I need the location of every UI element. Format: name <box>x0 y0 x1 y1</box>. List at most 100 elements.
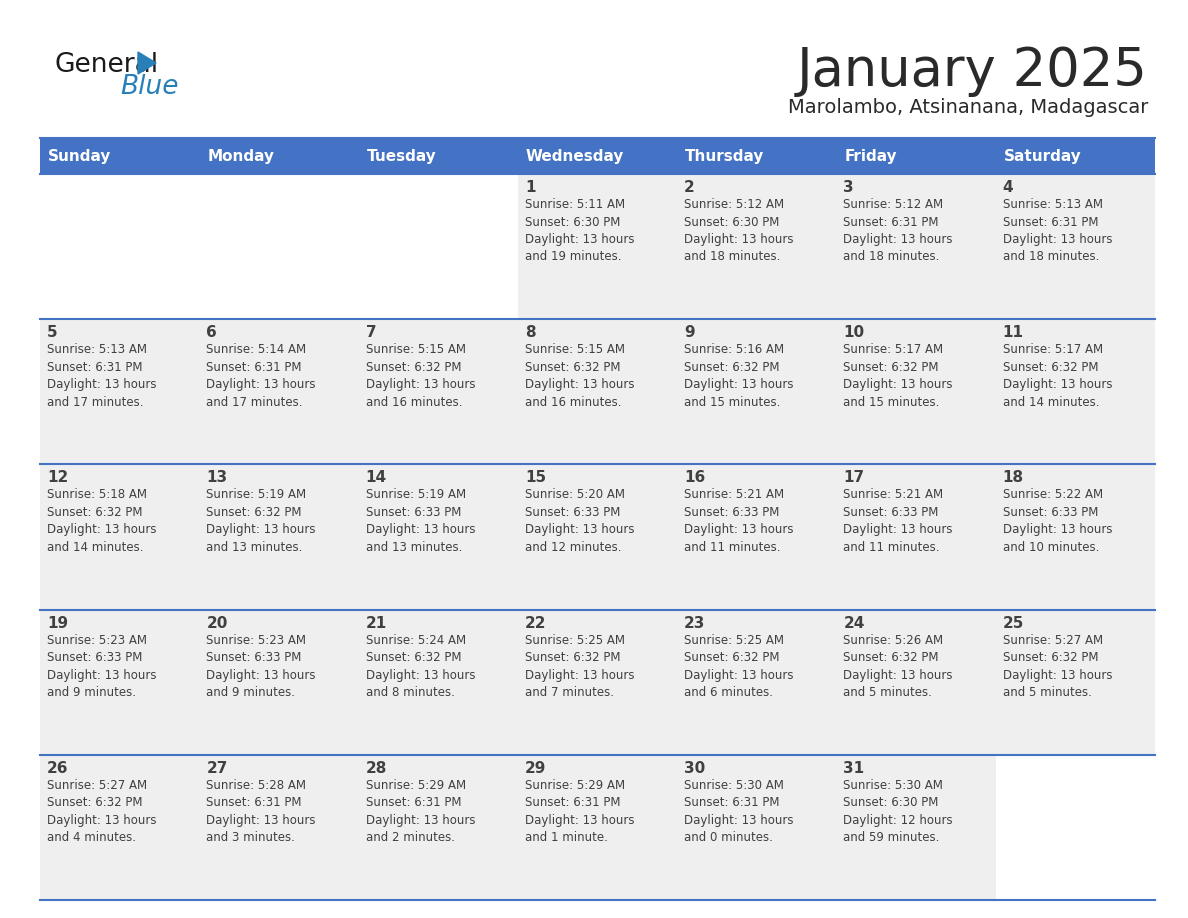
Text: 22: 22 <box>525 616 546 631</box>
Text: Sunrise: 5:30 AM
Sunset: 6:30 PM
Daylight: 12 hours
and 59 minutes.: Sunrise: 5:30 AM Sunset: 6:30 PM Dayligh… <box>843 778 953 845</box>
Bar <box>200 138 359 174</box>
Bar <box>200 755 359 900</box>
Text: January 2025: January 2025 <box>797 45 1148 97</box>
Text: Sunrise: 5:25 AM
Sunset: 6:32 PM
Daylight: 13 hours
and 7 minutes.: Sunrise: 5:25 AM Sunset: 6:32 PM Dayligh… <box>525 633 634 700</box>
Bar <box>677 465 836 610</box>
Bar <box>836 755 996 900</box>
Bar <box>836 610 996 755</box>
Text: 1: 1 <box>525 180 536 195</box>
Text: Sunday: Sunday <box>48 149 112 163</box>
Text: Sunrise: 5:14 AM
Sunset: 6:31 PM
Daylight: 13 hours
and 17 minutes.: Sunrise: 5:14 AM Sunset: 6:31 PM Dayligh… <box>207 343 316 409</box>
Bar <box>518 174 677 319</box>
Bar <box>200 465 359 610</box>
Bar <box>996 755 1155 900</box>
Text: Marolambo, Atsinanana, Madagascar: Marolambo, Atsinanana, Madagascar <box>788 98 1148 117</box>
Text: 2: 2 <box>684 180 695 195</box>
Text: Sunrise: 5:11 AM
Sunset: 6:30 PM
Daylight: 13 hours
and 19 minutes.: Sunrise: 5:11 AM Sunset: 6:30 PM Dayligh… <box>525 198 634 263</box>
Bar <box>836 174 996 319</box>
Text: Blue: Blue <box>120 74 178 100</box>
Text: Sunrise: 5:12 AM
Sunset: 6:30 PM
Daylight: 13 hours
and 18 minutes.: Sunrise: 5:12 AM Sunset: 6:30 PM Dayligh… <box>684 198 794 263</box>
Text: Sunrise: 5:30 AM
Sunset: 6:31 PM
Daylight: 13 hours
and 0 minutes.: Sunrise: 5:30 AM Sunset: 6:31 PM Dayligh… <box>684 778 794 845</box>
Text: Sunrise: 5:13 AM
Sunset: 6:31 PM
Daylight: 13 hours
and 17 minutes.: Sunrise: 5:13 AM Sunset: 6:31 PM Dayligh… <box>48 343 157 409</box>
Polygon shape <box>138 52 156 74</box>
Bar <box>518 138 677 174</box>
Text: 13: 13 <box>207 470 227 486</box>
Bar <box>996 610 1155 755</box>
Bar <box>359 465 518 610</box>
Bar <box>359 610 518 755</box>
Bar <box>40 138 200 174</box>
Text: Sunrise: 5:27 AM
Sunset: 6:32 PM
Daylight: 13 hours
and 5 minutes.: Sunrise: 5:27 AM Sunset: 6:32 PM Dayligh… <box>1003 633 1112 700</box>
Bar <box>359 174 518 319</box>
Text: Sunrise: 5:27 AM
Sunset: 6:32 PM
Daylight: 13 hours
and 4 minutes.: Sunrise: 5:27 AM Sunset: 6:32 PM Dayligh… <box>48 778 157 845</box>
Bar <box>518 465 677 610</box>
Bar <box>359 138 518 174</box>
Text: Sunrise: 5:19 AM
Sunset: 6:32 PM
Daylight: 13 hours
and 13 minutes.: Sunrise: 5:19 AM Sunset: 6:32 PM Dayligh… <box>207 488 316 554</box>
Text: 6: 6 <box>207 325 217 341</box>
Bar <box>677 174 836 319</box>
Bar <box>200 610 359 755</box>
Bar <box>996 319 1155 465</box>
Text: Sunrise: 5:26 AM
Sunset: 6:32 PM
Daylight: 13 hours
and 5 minutes.: Sunrise: 5:26 AM Sunset: 6:32 PM Dayligh… <box>843 633 953 700</box>
Text: Sunrise: 5:18 AM
Sunset: 6:32 PM
Daylight: 13 hours
and 14 minutes.: Sunrise: 5:18 AM Sunset: 6:32 PM Dayligh… <box>48 488 157 554</box>
Bar <box>40 319 200 465</box>
Bar <box>677 138 836 174</box>
Text: Sunrise: 5:23 AM
Sunset: 6:33 PM
Daylight: 13 hours
and 9 minutes.: Sunrise: 5:23 AM Sunset: 6:33 PM Dayligh… <box>48 633 157 700</box>
Text: 3: 3 <box>843 180 854 195</box>
Bar <box>359 319 518 465</box>
Text: 8: 8 <box>525 325 536 341</box>
Text: 17: 17 <box>843 470 865 486</box>
Bar <box>40 174 200 319</box>
Text: 26: 26 <box>48 761 69 776</box>
Bar <box>996 465 1155 610</box>
Text: Wednesday: Wednesday <box>526 149 624 163</box>
Bar <box>518 319 677 465</box>
Bar <box>677 319 836 465</box>
Text: Sunrise: 5:20 AM
Sunset: 6:33 PM
Daylight: 13 hours
and 12 minutes.: Sunrise: 5:20 AM Sunset: 6:33 PM Dayligh… <box>525 488 634 554</box>
Text: Tuesday: Tuesday <box>367 149 436 163</box>
Text: 19: 19 <box>48 616 68 631</box>
Text: 27: 27 <box>207 761 228 776</box>
Bar <box>40 610 200 755</box>
Text: 11: 11 <box>1003 325 1024 341</box>
Bar <box>40 465 200 610</box>
Bar <box>359 755 518 900</box>
Text: 25: 25 <box>1003 616 1024 631</box>
Text: 7: 7 <box>366 325 377 341</box>
Text: Sunrise: 5:28 AM
Sunset: 6:31 PM
Daylight: 13 hours
and 3 minutes.: Sunrise: 5:28 AM Sunset: 6:31 PM Dayligh… <box>207 778 316 845</box>
Text: Saturday: Saturday <box>1004 149 1081 163</box>
Bar <box>836 319 996 465</box>
Text: Monday: Monday <box>207 149 274 163</box>
Text: 23: 23 <box>684 616 706 631</box>
Text: 16: 16 <box>684 470 706 486</box>
Text: Sunrise: 5:21 AM
Sunset: 6:33 PM
Daylight: 13 hours
and 11 minutes.: Sunrise: 5:21 AM Sunset: 6:33 PM Dayligh… <box>843 488 953 554</box>
Text: 18: 18 <box>1003 470 1024 486</box>
Bar <box>200 319 359 465</box>
Bar <box>996 138 1155 174</box>
Text: 4: 4 <box>1003 180 1013 195</box>
Bar <box>996 174 1155 319</box>
Bar <box>836 465 996 610</box>
Text: 30: 30 <box>684 761 706 776</box>
Text: Sunrise: 5:17 AM
Sunset: 6:32 PM
Daylight: 13 hours
and 15 minutes.: Sunrise: 5:17 AM Sunset: 6:32 PM Dayligh… <box>843 343 953 409</box>
Bar <box>677 755 836 900</box>
Text: 5: 5 <box>48 325 58 341</box>
Text: Sunrise: 5:12 AM
Sunset: 6:31 PM
Daylight: 13 hours
and 18 minutes.: Sunrise: 5:12 AM Sunset: 6:31 PM Dayligh… <box>843 198 953 263</box>
Bar <box>836 138 996 174</box>
Text: Sunrise: 5:24 AM
Sunset: 6:32 PM
Daylight: 13 hours
and 8 minutes.: Sunrise: 5:24 AM Sunset: 6:32 PM Dayligh… <box>366 633 475 700</box>
Text: Sunrise: 5:25 AM
Sunset: 6:32 PM
Daylight: 13 hours
and 6 minutes.: Sunrise: 5:25 AM Sunset: 6:32 PM Dayligh… <box>684 633 794 700</box>
Bar <box>518 610 677 755</box>
Text: Sunrise: 5:15 AM
Sunset: 6:32 PM
Daylight: 13 hours
and 16 minutes.: Sunrise: 5:15 AM Sunset: 6:32 PM Dayligh… <box>525 343 634 409</box>
Bar <box>518 755 677 900</box>
Bar <box>200 174 359 319</box>
Text: Sunrise: 5:17 AM
Sunset: 6:32 PM
Daylight: 13 hours
and 14 minutes.: Sunrise: 5:17 AM Sunset: 6:32 PM Dayligh… <box>1003 343 1112 409</box>
Bar <box>677 610 836 755</box>
Text: Sunrise: 5:29 AM
Sunset: 6:31 PM
Daylight: 13 hours
and 2 minutes.: Sunrise: 5:29 AM Sunset: 6:31 PM Dayligh… <box>366 778 475 845</box>
Text: Sunrise: 5:23 AM
Sunset: 6:33 PM
Daylight: 13 hours
and 9 minutes.: Sunrise: 5:23 AM Sunset: 6:33 PM Dayligh… <box>207 633 316 700</box>
Text: Sunrise: 5:16 AM
Sunset: 6:32 PM
Daylight: 13 hours
and 15 minutes.: Sunrise: 5:16 AM Sunset: 6:32 PM Dayligh… <box>684 343 794 409</box>
Text: Sunrise: 5:13 AM
Sunset: 6:31 PM
Daylight: 13 hours
and 18 minutes.: Sunrise: 5:13 AM Sunset: 6:31 PM Dayligh… <box>1003 198 1112 263</box>
Text: 24: 24 <box>843 616 865 631</box>
Text: Thursday: Thursday <box>685 149 765 163</box>
Text: Sunrise: 5:22 AM
Sunset: 6:33 PM
Daylight: 13 hours
and 10 minutes.: Sunrise: 5:22 AM Sunset: 6:33 PM Dayligh… <box>1003 488 1112 554</box>
Text: Sunrise: 5:21 AM
Sunset: 6:33 PM
Daylight: 13 hours
and 11 minutes.: Sunrise: 5:21 AM Sunset: 6:33 PM Dayligh… <box>684 488 794 554</box>
